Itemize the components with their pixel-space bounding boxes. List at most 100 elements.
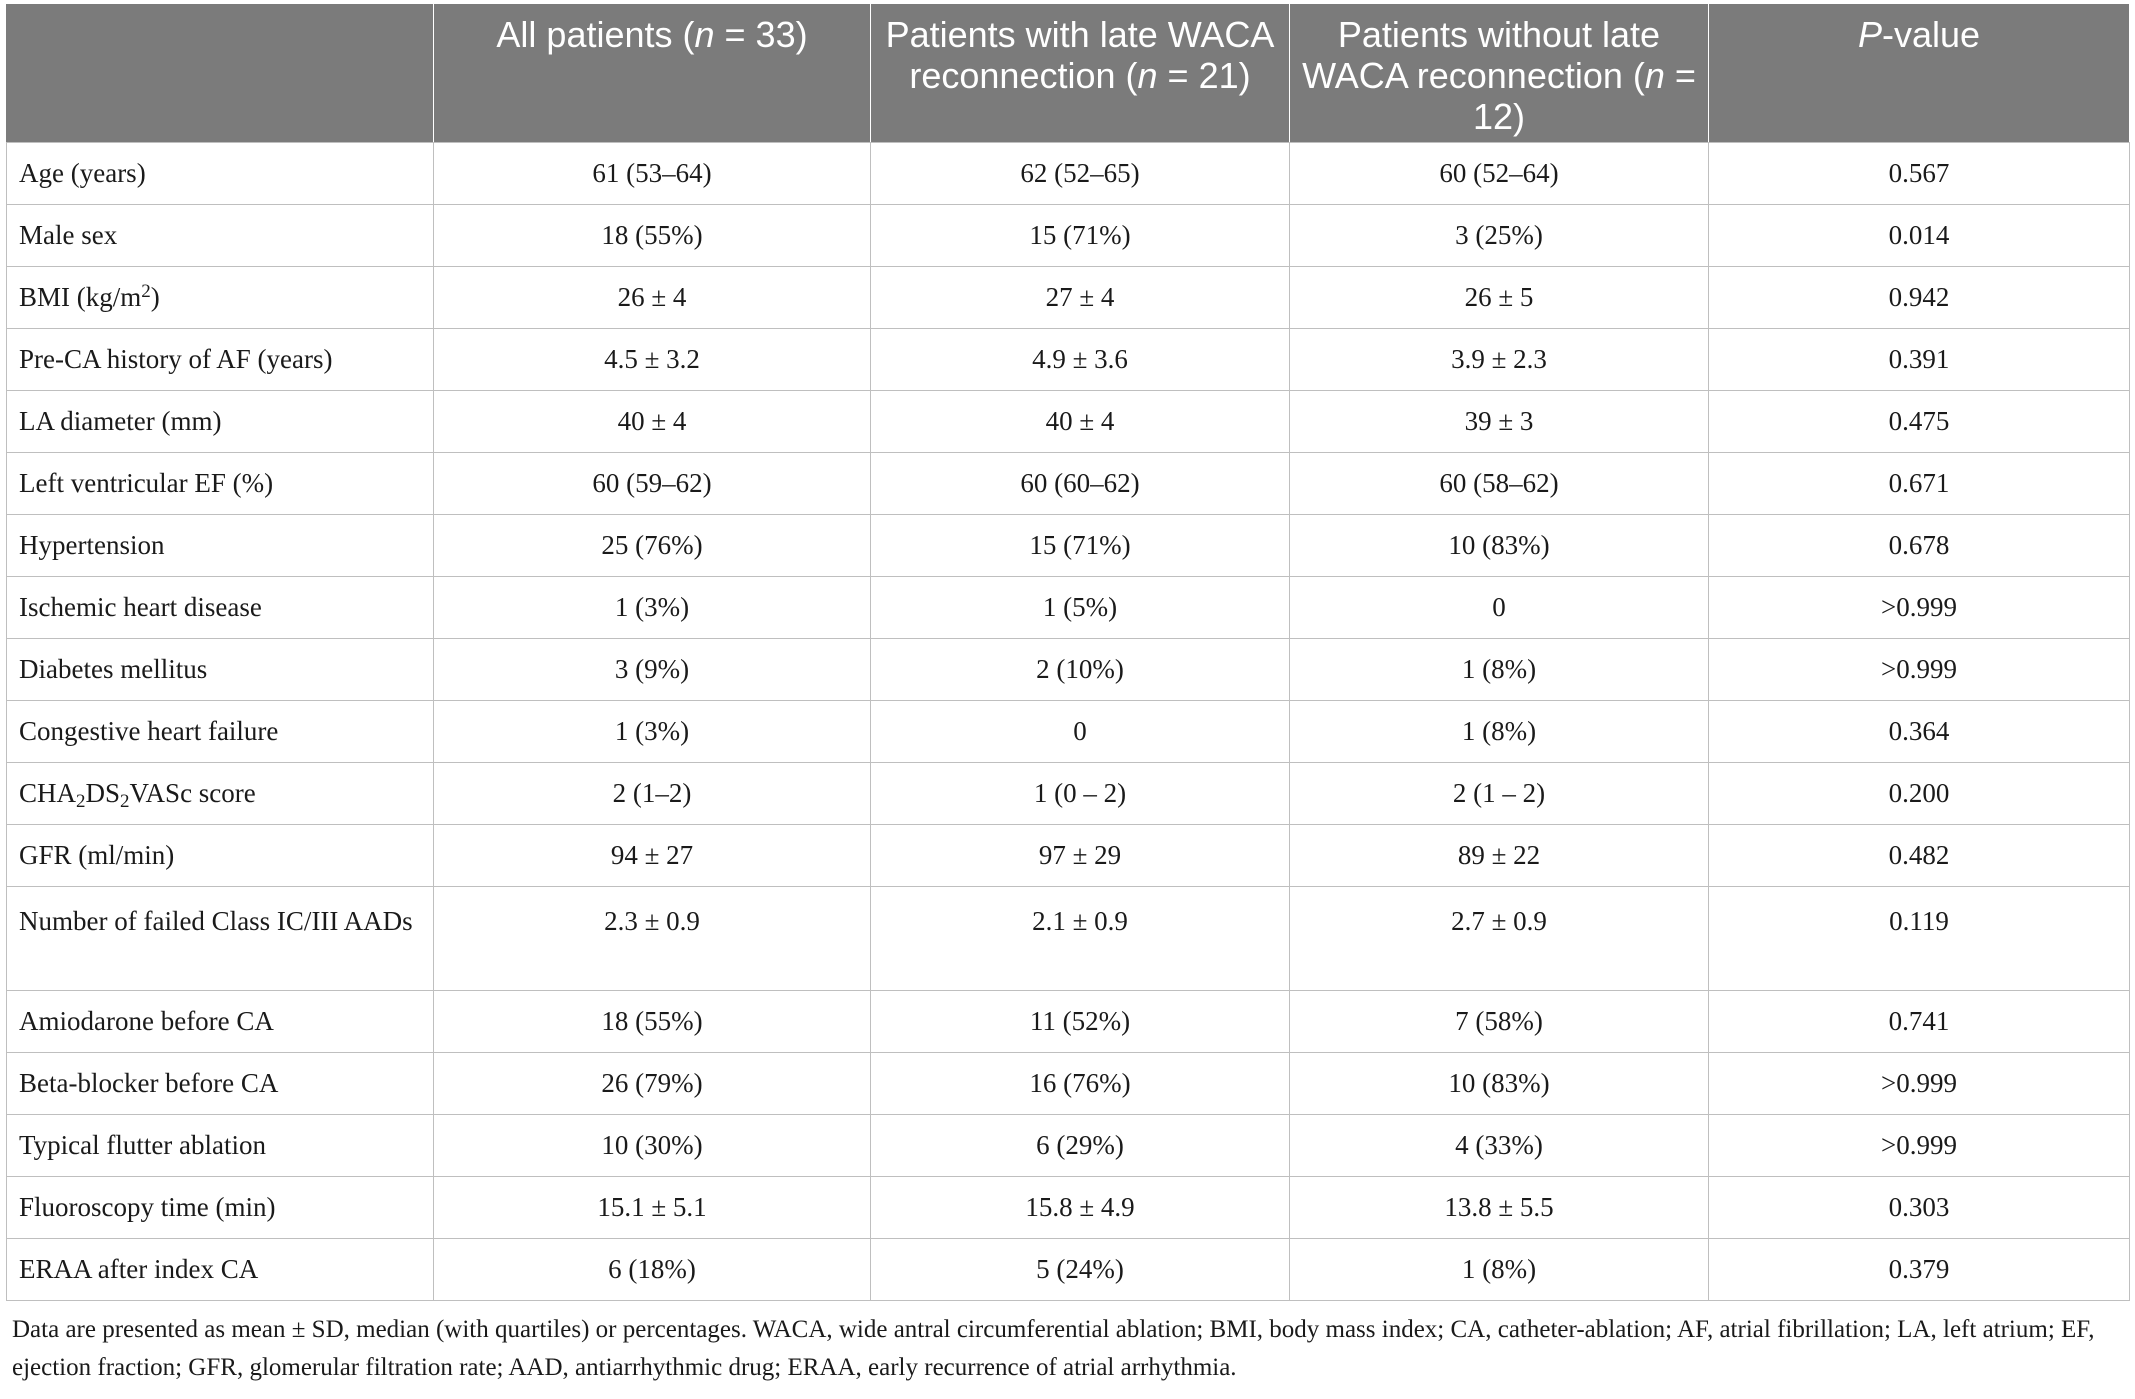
table-row: Congestive heart failure 1 (3%) 0 1 (8%)… <box>6 699 2130 763</box>
table-row: Typical flutter ablation 10 (30%) 6 (29%… <box>6 1113 2130 1177</box>
cell-without: 39 ± 3 <box>1289 389 1709 453</box>
cell-without: 13.8 ± 5.5 <box>1289 1175 1709 1239</box>
table-row: ERAA after index CA 6 (18%) 5 (24%) 1 (8… <box>6 1237 2130 1301</box>
table-row: LA diameter (mm) 40 ± 4 40 ± 4 39 ± 3 0.… <box>6 389 2130 453</box>
table-row: Hypertension 25 (76%) 15 (71%) 10 (83%) … <box>6 513 2130 577</box>
cell-with: 0 <box>870 699 1290 763</box>
cell-without: 2.7 ± 0.9 <box>1289 885 1709 991</box>
cell-with: 60 (60–62) <box>870 451 1290 515</box>
cell-with: 97 ± 29 <box>870 823 1290 887</box>
cell-all: 94 ± 27 <box>433 823 871 887</box>
cell-with: 15 (71%) <box>870 203 1290 267</box>
cell-with: 11 (52%) <box>870 989 1290 1053</box>
cell-all: 1 (3%) <box>433 575 871 639</box>
cell-without: 1 (8%) <box>1289 1237 1709 1301</box>
cell-all: 4.5 ± 3.2 <box>433 327 871 391</box>
cell-with: 6 (29%) <box>870 1113 1290 1177</box>
cell-with: 15.8 ± 4.9 <box>870 1175 1290 1239</box>
cell-without: 3.9 ± 2.3 <box>1289 327 1709 391</box>
cell-with: 1 (5%) <box>870 575 1290 639</box>
table-row: Ischemic heart disease 1 (3%) 1 (5%) 0 >… <box>6 575 2130 639</box>
table-body: Age (years) 61 (53–64) 62 (52–65) 60 (52… <box>6 141 2130 1301</box>
table-row: BMI (kg/m2) 26 ± 4 27 ± 4 26 ± 5 0.942 <box>6 265 2130 329</box>
header-cell-all-patients: All patients (n = 33) <box>433 4 871 143</box>
row-label: CHA2DS2VASc score <box>6 761 434 825</box>
cell-all: 26 ± 4 <box>433 265 871 329</box>
cell-all: 1 (3%) <box>433 699 871 763</box>
cell-without: 1 (8%) <box>1289 699 1709 763</box>
row-label: GFR (ml/min) <box>6 823 434 887</box>
cell-p-value: 0.567 <box>1708 141 2130 205</box>
cell-all: 2.3 ± 0.9 <box>433 885 871 991</box>
header-cell-label <box>6 4 434 143</box>
cell-p-value: 0.364 <box>1708 699 2130 763</box>
table-row: Amiodarone before CA 18 (55%) 11 (52%) 7… <box>6 989 2130 1053</box>
header-cell-p-value: P-value <box>1708 4 2130 143</box>
table-row: Number of failed Class IC/III AADs 2.3 ±… <box>6 885 2130 991</box>
cell-all: 3 (9%) <box>433 637 871 701</box>
cell-all: 60 (59–62) <box>433 451 871 515</box>
cell-p-value: >0.999 <box>1708 575 2130 639</box>
row-label: Typical flutter ablation <box>6 1113 434 1177</box>
cell-p-value: 0.014 <box>1708 203 2130 267</box>
cell-without: 60 (52–64) <box>1289 141 1709 205</box>
cell-p-value: 0.942 <box>1708 265 2130 329</box>
row-label: Left ventricular EF (%) <box>6 451 434 515</box>
cell-p-value: >0.999 <box>1708 637 2130 701</box>
cell-with: 5 (24%) <box>870 1237 1290 1301</box>
header-row: All patients (n = 33) Patients with late… <box>6 4 2130 143</box>
cell-p-value: >0.999 <box>1708 1113 2130 1177</box>
cell-without: 89 ± 22 <box>1289 823 1709 887</box>
row-label: Amiodarone before CA <box>6 989 434 1053</box>
header-cell-with-reconnection: Patients with late WACA reconnection (n … <box>870 4 1290 143</box>
cell-without: 26 ± 5 <box>1289 265 1709 329</box>
cell-all: 10 (30%) <box>433 1113 871 1177</box>
cell-without: 7 (58%) <box>1289 989 1709 1053</box>
cell-without: 1 (8%) <box>1289 637 1709 701</box>
cell-p-value: 0.671 <box>1708 451 2130 515</box>
cell-all: 25 (76%) <box>433 513 871 577</box>
table-row: Pre-CA history of AF (years) 4.5 ± 3.2 4… <box>6 327 2130 391</box>
row-label: Age (years) <box>6 141 434 205</box>
table-container: All patients (n = 33) Patients with late… <box>6 4 2130 1387</box>
cell-with: 2 (10%) <box>870 637 1290 701</box>
cell-all: 18 (55%) <box>433 989 871 1053</box>
cell-without: 0 <box>1289 575 1709 639</box>
cell-without: 10 (83%) <box>1289 513 1709 577</box>
cell-p-value: 0.119 <box>1708 885 2130 991</box>
cell-with: 16 (76%) <box>870 1051 1290 1115</box>
table-row: Age (years) 61 (53–64) 62 (52–65) 60 (52… <box>6 141 2130 205</box>
table-row: Diabetes mellitus 3 (9%) 2 (10%) 1 (8%) … <box>6 637 2130 701</box>
table-row: CHA2DS2VASc score 2 (1–2) 1 (0 – 2) 2 (1… <box>6 761 2130 825</box>
cell-all: 2 (1–2) <box>433 761 871 825</box>
header-cell-without-reconnection: Patients without late WACA reconnection … <box>1289 4 1709 143</box>
cell-without: 3 (25%) <box>1289 203 1709 267</box>
cell-p-value: 0.475 <box>1708 389 2130 453</box>
cell-all: 18 (55%) <box>433 203 871 267</box>
cell-without: 2 (1 – 2) <box>1289 761 1709 825</box>
table-row: Male sex 18 (55%) 15 (71%) 3 (25%) 0.014 <box>6 203 2130 267</box>
row-label: Diabetes mellitus <box>6 637 434 701</box>
row-label: Hypertension <box>6 513 434 577</box>
cell-p-value: 0.741 <box>1708 989 2130 1053</box>
row-label: ERAA after index CA <box>6 1237 434 1301</box>
table-header: All patients (n = 33) Patients with late… <box>6 4 2130 143</box>
table-row: GFR (ml/min) 94 ± 27 97 ± 29 89 ± 22 0.4… <box>6 823 2130 887</box>
row-label: BMI (kg/m2) <box>6 265 434 329</box>
cell-without: 60 (58–62) <box>1289 451 1709 515</box>
patient-characteristics-table: All patients (n = 33) Patients with late… <box>6 4 2130 1301</box>
cell-p-value: 0.379 <box>1708 1237 2130 1301</box>
cell-p-value: 0.678 <box>1708 513 2130 577</box>
cell-without: 10 (83%) <box>1289 1051 1709 1115</box>
cell-with: 4.9 ± 3.6 <box>870 327 1290 391</box>
row-label: Number of failed Class IC/III AADs <box>6 885 434 991</box>
table-row: Beta-blocker before CA 26 (79%) 16 (76%)… <box>6 1051 2130 1115</box>
cell-without: 4 (33%) <box>1289 1113 1709 1177</box>
cell-p-value: 0.391 <box>1708 327 2130 391</box>
cell-with: 62 (52–65) <box>870 141 1290 205</box>
cell-all: 6 (18%) <box>433 1237 871 1301</box>
row-label: Male sex <box>6 203 434 267</box>
table-footnote: Data are presented as mean ± SD, median … <box>12 1315 2095 1381</box>
cell-all: 15.1 ± 5.1 <box>433 1175 871 1239</box>
cell-p-value: 0.482 <box>1708 823 2130 887</box>
